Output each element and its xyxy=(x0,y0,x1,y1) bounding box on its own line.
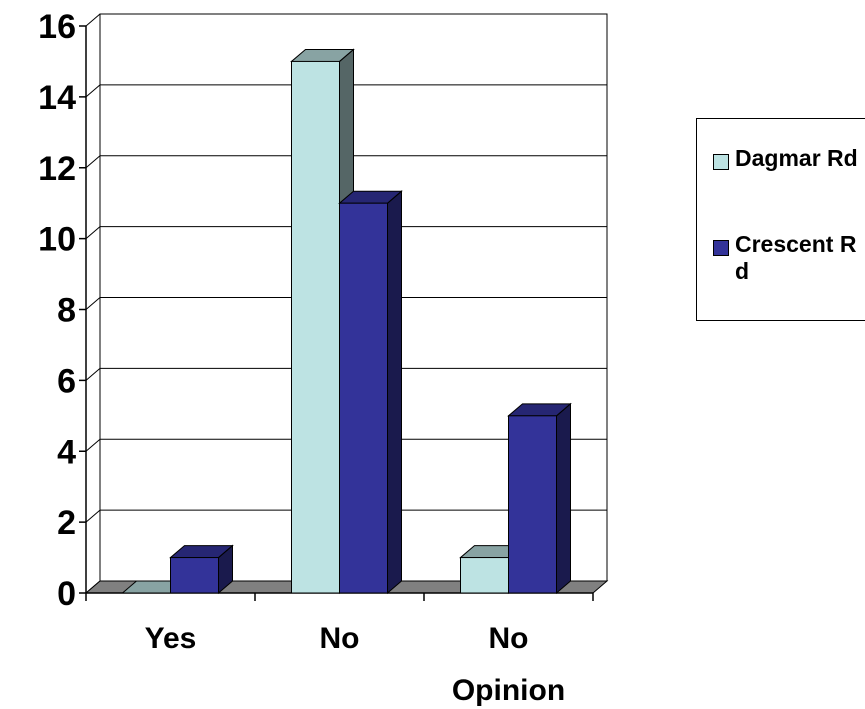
wall-diagonal-2 xyxy=(86,510,100,522)
wall-diagonal-12 xyxy=(86,156,100,168)
legend-label-dagmar-rd: Dagmar Rd xyxy=(735,145,865,172)
legend-swatch-dagmar-rd xyxy=(713,154,729,170)
bar-front xyxy=(292,61,340,593)
legend-swatch-crescent-rd xyxy=(713,240,729,256)
x-tick-labels: Yes No No Opinion xyxy=(145,622,566,707)
wall-diagonal-10 xyxy=(86,227,100,239)
wall-diagonal-6 xyxy=(86,368,100,380)
bar-side xyxy=(557,404,571,593)
y-tick-label-4: 4 xyxy=(57,433,76,471)
legend: Dagmar Rd Crescent Rd xyxy=(696,118,865,321)
y-tick-label-12: 12 xyxy=(38,150,76,188)
wall-diagonal-14 xyxy=(86,85,100,97)
bar-crescent-rd-no xyxy=(340,191,402,593)
y-tick-label-14: 14 xyxy=(38,79,76,117)
y-tick-labels: 0 2 4 6 8 10 12 14 16 xyxy=(38,8,76,613)
x-tick-label-no: No xyxy=(320,622,360,655)
y-tick-label-8: 8 xyxy=(57,292,76,330)
wall-diagonal-4 xyxy=(86,439,100,451)
bar-crescent-rd-yes xyxy=(171,546,233,593)
y-tick-label-0: 0 xyxy=(57,575,76,613)
legend-label-crescent-rd: Crescent Rd xyxy=(735,231,865,285)
wall-diagonal-8 xyxy=(86,298,100,310)
bar-front xyxy=(171,558,219,593)
bars xyxy=(123,49,571,593)
bar-front xyxy=(461,558,509,593)
y-tick-label-6: 6 xyxy=(57,362,76,400)
y-tick-label-10: 10 xyxy=(38,221,76,259)
bar-crescent-rd-no-opinion xyxy=(509,404,571,593)
bar-front xyxy=(340,203,388,593)
legend-item-crescent-rd: Crescent Rd xyxy=(713,231,865,285)
bar-side xyxy=(388,191,402,593)
legend-item-dagmar-rd: Dagmar Rd xyxy=(713,145,865,172)
y-tick-label-16: 16 xyxy=(38,8,76,46)
bar-front xyxy=(509,416,557,593)
x-tick-label-no-opinion: No Opinion xyxy=(452,622,565,707)
wall-diagonal-16 xyxy=(86,14,100,26)
x-tick-label-yes: Yes xyxy=(145,622,197,655)
y-tick-label-2: 2 xyxy=(57,504,76,542)
